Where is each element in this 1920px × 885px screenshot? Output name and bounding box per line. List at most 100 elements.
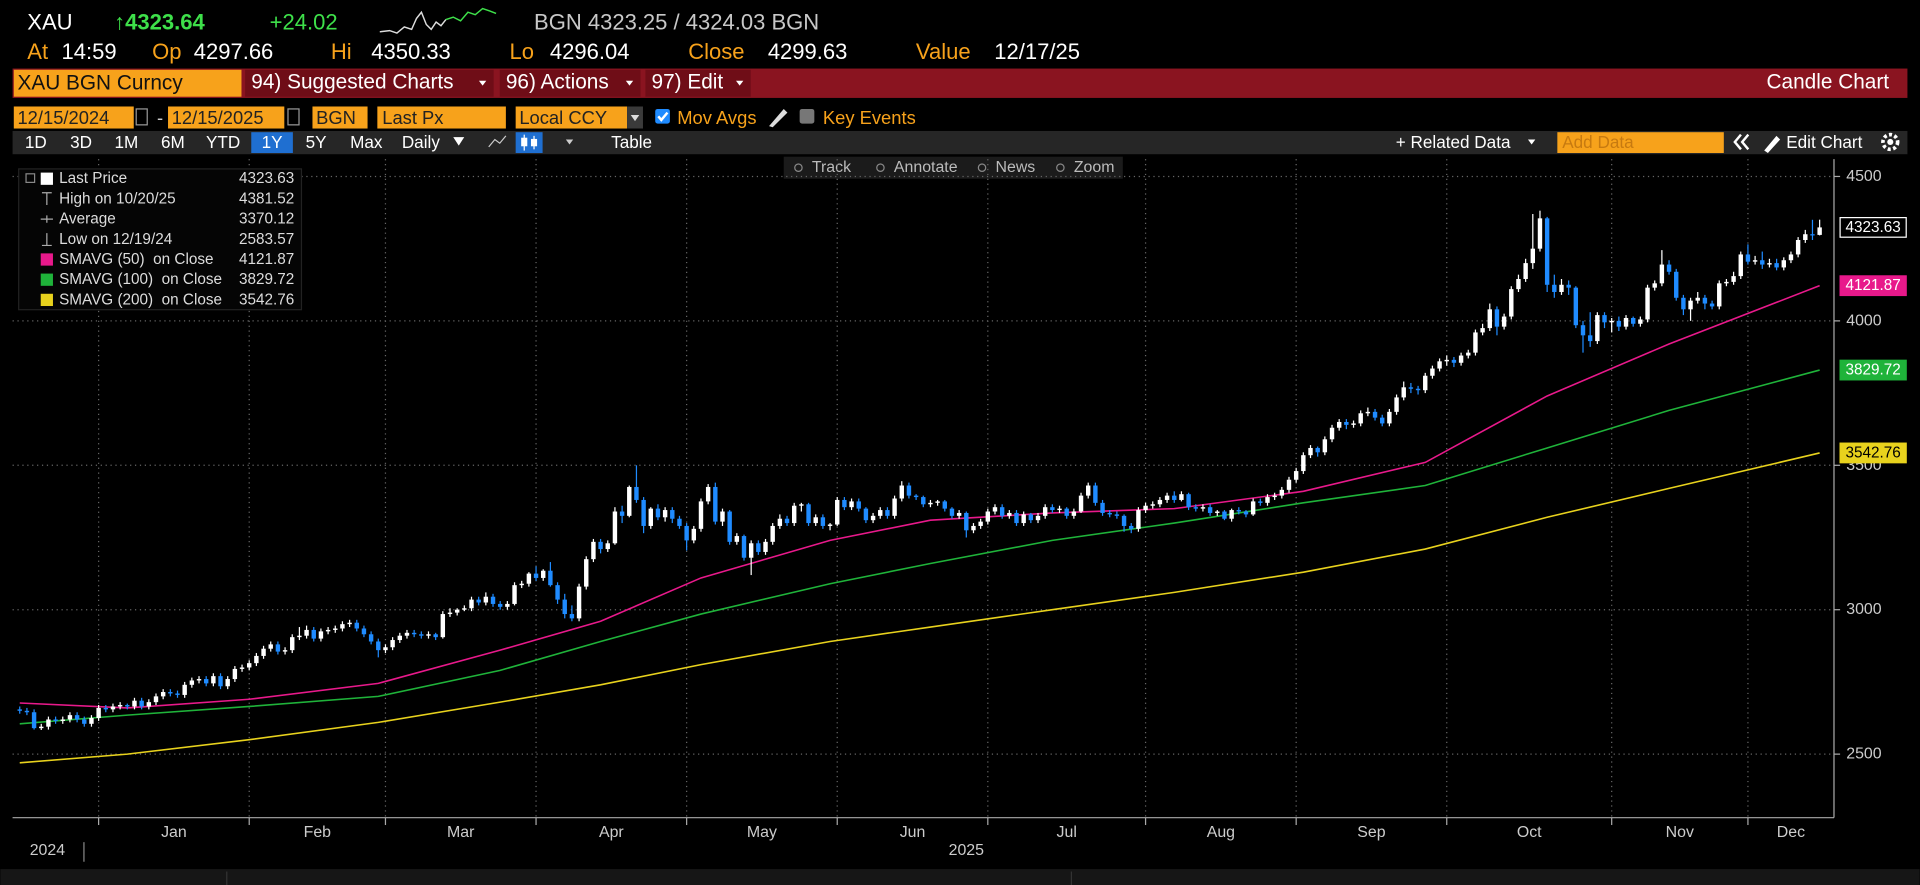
period[interactable]: 6M	[161, 132, 185, 152]
candle-body	[1630, 317, 1636, 324]
tool-label[interactable]: Zoom	[1074, 159, 1115, 176]
stat-value: 12/17/25	[994, 39, 1080, 64]
key-events: Key Events	[823, 107, 916, 128]
stat-label: At	[27, 39, 48, 64]
collapse-icon[interactable]	[1733, 133, 1750, 151]
start-input[interactable]	[13, 106, 134, 129]
related-data[interactable]: + Related Data	[1396, 132, 1511, 152]
pencil-icon[interactable]	[769, 108, 788, 128]
x-tick-label: Nov	[1666, 824, 1694, 841]
period[interactable]: YTD	[206, 132, 240, 152]
edit-chart[interactable]: Edit Chart	[1786, 132, 1862, 152]
candle-body	[1638, 319, 1643, 324]
x-tick-label: Feb	[304, 824, 332, 841]
key-events-checkbox[interactable]	[799, 108, 815, 124]
edit-icon[interactable]	[1764, 135, 1781, 154]
tool-label[interactable]: Track	[812, 159, 851, 176]
security-input[interactable]	[13, 69, 242, 97]
candle-body	[1129, 525, 1134, 529]
menu-button[interactable]	[645, 69, 751, 97]
frequency[interactable]: Daily	[402, 132, 441, 152]
legend-toggle[interactable]	[25, 173, 36, 183]
candle-body	[856, 501, 861, 509]
candle-body	[1157, 499, 1163, 505]
candle-body	[770, 525, 775, 542]
candle-body	[641, 499, 646, 526]
calendar-icon[interactable]	[135, 108, 148, 126]
candle-body	[225, 679, 230, 687]
x-tick-label: Jan	[161, 824, 187, 841]
y-tick-label: 4500	[1846, 168, 1882, 185]
candle-body	[799, 504, 804, 506]
candle-body	[218, 676, 223, 687]
candle-body	[849, 501, 854, 508]
period[interactable]: 1D	[25, 132, 47, 152]
source-input[interactable]	[312, 106, 368, 129]
candle-body	[999, 507, 1005, 516]
calendar-icon[interactable]	[287, 108, 300, 126]
period[interactable]: 1M	[115, 132, 139, 152]
candle-body	[748, 543, 754, 558]
menu-arrow	[478, 80, 487, 86]
menu-arrow	[625, 80, 634, 86]
candle-body	[24, 710, 30, 713]
period[interactable]: 5Y	[306, 132, 328, 152]
line-icon[interactable]	[488, 135, 507, 148]
menu-button[interactable]	[499, 69, 641, 97]
candle-body	[842, 499, 847, 508]
currency-input[interactable]	[515, 106, 628, 129]
candle-body	[153, 696, 159, 703]
end-input[interactable]	[168, 106, 285, 129]
menu-button[interactable]	[245, 69, 494, 97]
chart-type-arrow[interactable]	[565, 139, 574, 145]
legend-swatch	[40, 293, 53, 307]
candle-body	[727, 511, 732, 542]
tool-icon	[876, 163, 885, 172]
mov-avgs: Mov Avgs	[677, 107, 756, 128]
candle-body	[1136, 510, 1141, 529]
candle-body	[720, 511, 725, 522]
candle-body	[1086, 485, 1091, 496]
legend-label: Last Price	[59, 170, 127, 187]
value-box-label: 4323.63	[1846, 219, 1901, 236]
table[interactable]: Table	[611, 132, 652, 152]
period[interactable]: 3D	[70, 132, 92, 152]
candle-body	[1050, 507, 1055, 511]
candle-body	[74, 715, 80, 720]
menu-arrow	[735, 80, 744, 86]
candle-body	[1451, 359, 1457, 363]
period[interactable]: 1Y	[262, 132, 284, 152]
menus: 94) Suggested Charts 96) Actions 97) Edit	[245, 69, 751, 97]
candle-body	[17, 709, 22, 711]
frequency-arrow	[453, 137, 465, 146]
tool-label[interactable]: News	[995, 159, 1035, 176]
legend-label: SMAVG (50) on Close	[59, 251, 213, 268]
x-tick-label: Sep	[1357, 824, 1385, 841]
mov-avgs-checkbox[interactable]	[655, 108, 670, 124]
candle-body	[1286, 479, 1292, 490]
candle-body	[383, 647, 388, 651]
security: XAU BGN Curncy	[17, 72, 183, 95]
candle-body	[354, 622, 359, 629]
candle-body	[1408, 387, 1414, 389]
candle-body	[1437, 361, 1442, 369]
candle-body	[971, 525, 976, 531]
legend-label: SMAVG (200) on Close	[59, 291, 222, 308]
settings-gear[interactable]	[1881, 132, 1900, 152]
candle-body	[1709, 303, 1715, 307]
candle-body	[806, 504, 811, 524]
candle-body	[1645, 287, 1650, 320]
tool-label[interactable]: Annotate	[894, 159, 958, 176]
field-input[interactable]	[377, 106, 506, 129]
candle-icon-selected[interactable]	[515, 132, 543, 154]
add-data-input[interactable]	[1557, 132, 1724, 154]
candle-body	[203, 679, 209, 684]
period-selected[interactable]	[251, 132, 293, 154]
candle-body	[555, 585, 560, 600]
period[interactable]: Max	[350, 132, 383, 152]
source: BGN	[316, 107, 356, 128]
candle-body	[462, 608, 467, 610]
candle-body	[569, 614, 575, 619]
candle-body	[160, 692, 166, 697]
candle-body	[433, 634, 438, 638]
